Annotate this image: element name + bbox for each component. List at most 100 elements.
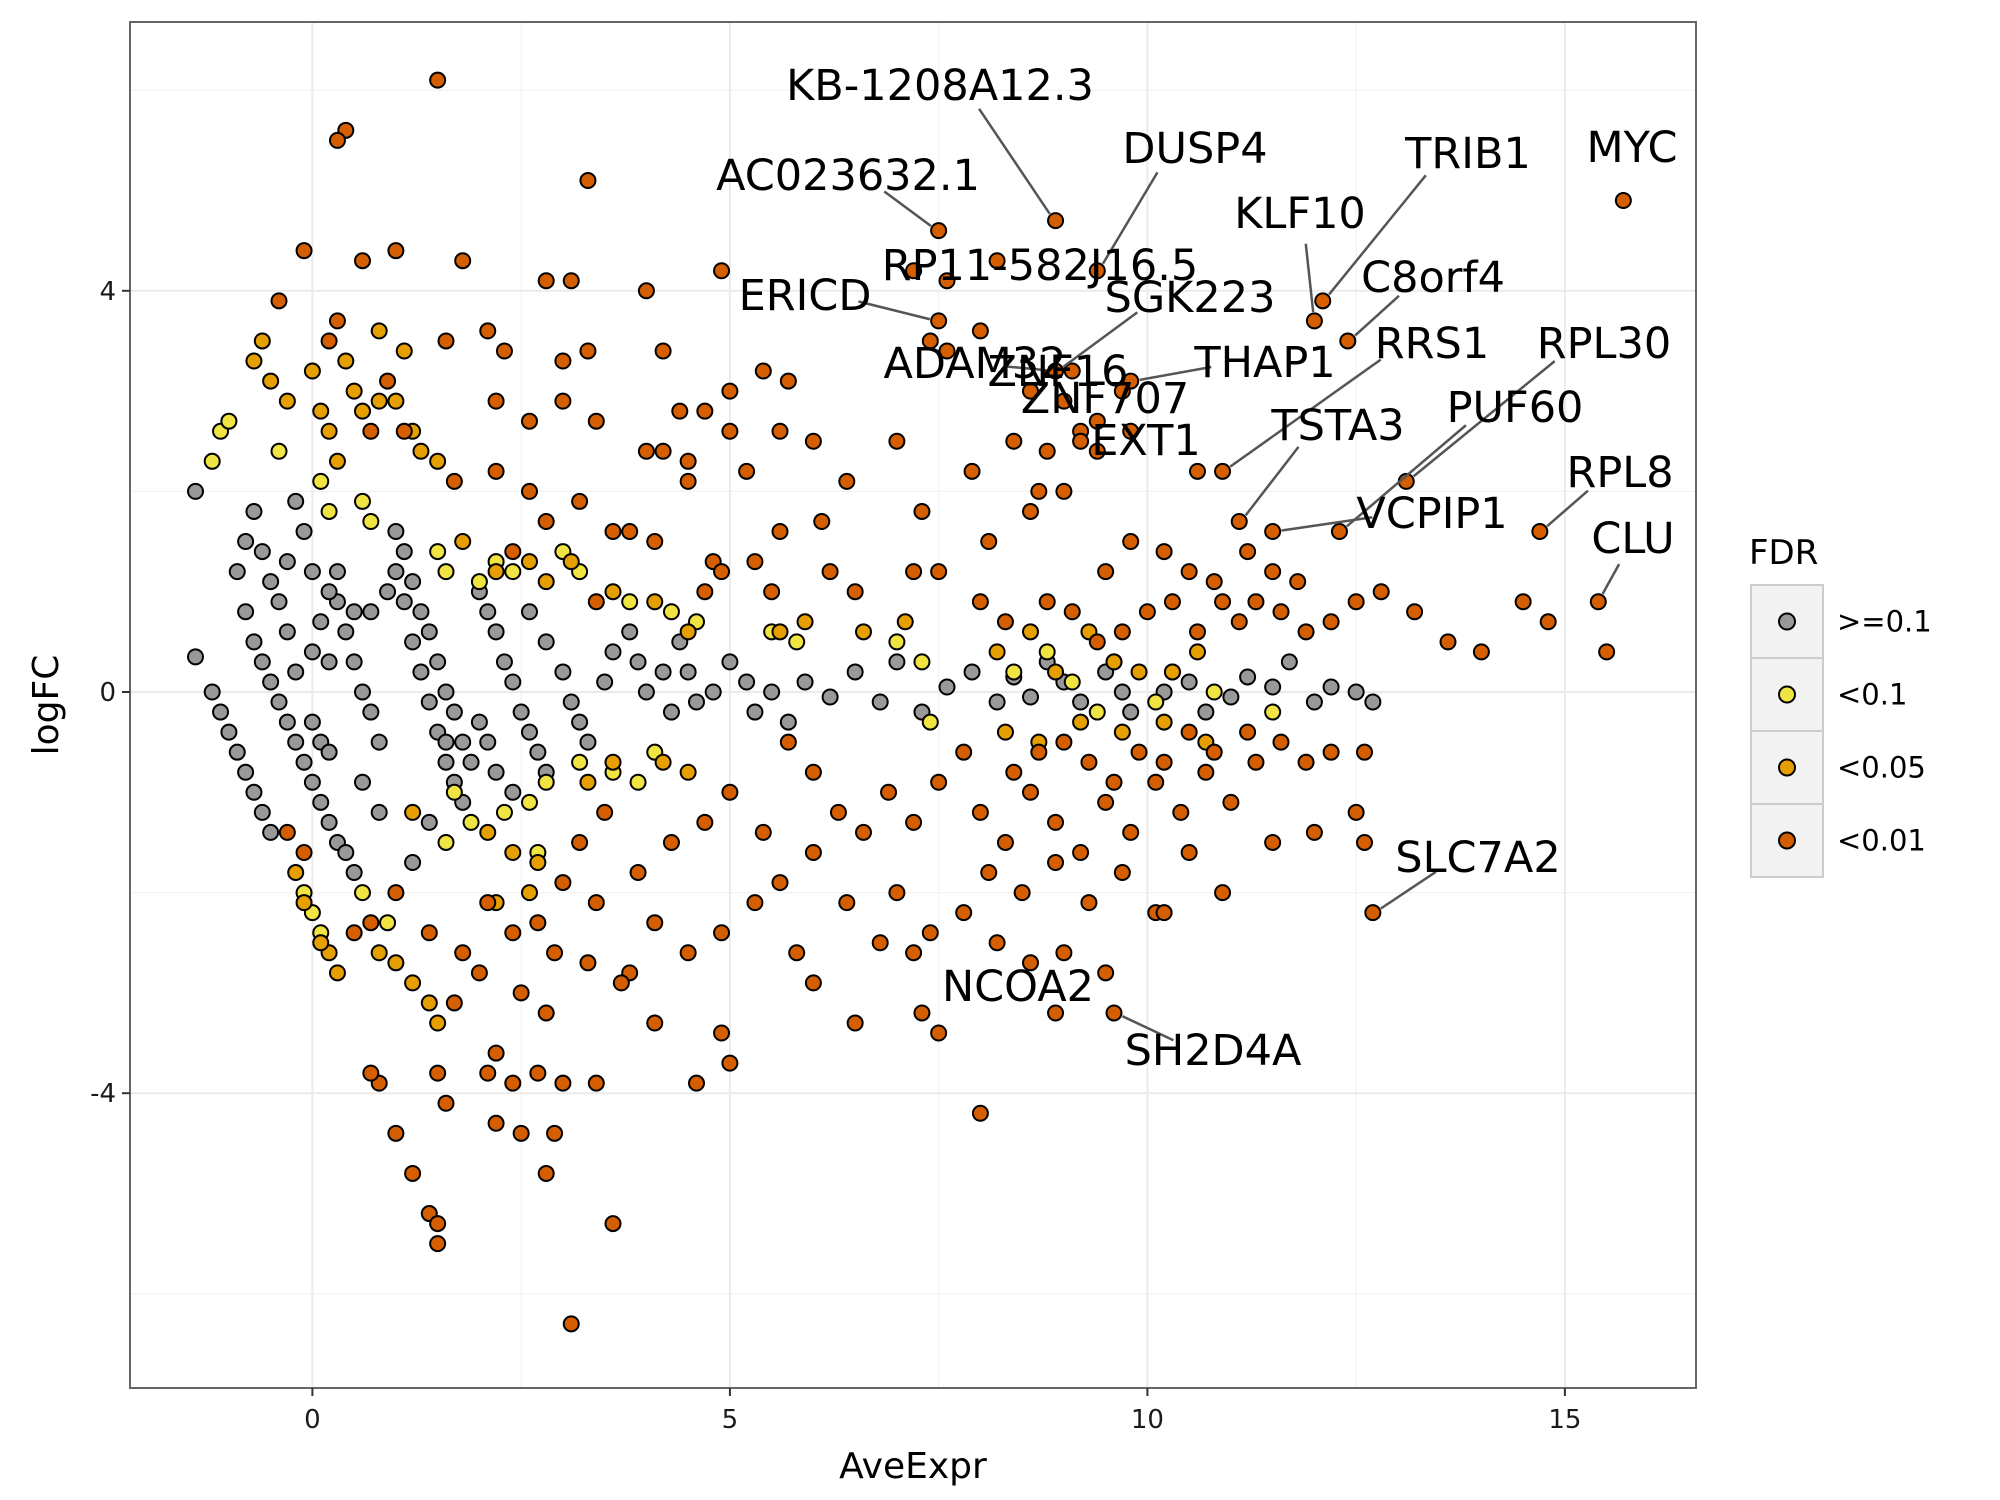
- data-point: [262, 372, 280, 390]
- legend-entry-label: <0.01: [1837, 824, 1926, 858]
- data-point: [1330, 523, 1348, 541]
- data-point: [345, 864, 363, 882]
- data-point: [445, 783, 463, 801]
- data-point: [1314, 292, 1332, 310]
- data-point: [554, 663, 572, 681]
- data-point: [1180, 563, 1198, 581]
- data-point: [537, 1164, 555, 1182]
- data-point: [1105, 1004, 1123, 1022]
- data-point: [337, 352, 355, 370]
- data-point: [988, 252, 1006, 270]
- data-point: [604, 643, 622, 661]
- gene-label: NCOA2: [942, 962, 1094, 1012]
- data-point: [579, 733, 597, 751]
- data-point: [654, 753, 672, 771]
- data-point: [988, 934, 1006, 952]
- data-point: [404, 1164, 422, 1182]
- data-point: [354, 402, 371, 420]
- data-point: [1264, 833, 1282, 851]
- data-point: [1005, 763, 1023, 781]
- label-leader-lines: [858, 108, 1621, 1042]
- data-point: [429, 71, 447, 89]
- data-point: [487, 623, 505, 641]
- data-point: [345, 924, 363, 942]
- data-point: [696, 583, 714, 601]
- data-point: [855, 623, 872, 641]
- data-point: [913, 502, 931, 520]
- data-point: [312, 472, 330, 490]
- leader-line: [1121, 1015, 1174, 1042]
- data-point: [938, 272, 956, 290]
- data-point: [1063, 603, 1081, 621]
- data-point: [1072, 432, 1090, 450]
- data-point: [429, 452, 447, 470]
- data-point: [303, 362, 321, 380]
- data-point: [679, 452, 697, 470]
- data-point: [662, 703, 680, 721]
- data-point: [379, 583, 397, 601]
- leader-line: [1304, 243, 1315, 313]
- data-point: [646, 914, 664, 932]
- data-point: [437, 563, 455, 581]
- data-point: [387, 563, 405, 581]
- data-point: [1272, 733, 1290, 751]
- data-point: [395, 422, 413, 440]
- data-point: [454, 533, 472, 551]
- data-point: [454, 252, 472, 270]
- data-point: [788, 633, 806, 651]
- data-point: [1130, 663, 1148, 681]
- data-point: [404, 854, 422, 872]
- data-point: [404, 803, 422, 821]
- data-point: [821, 688, 839, 706]
- data-point: [546, 1124, 564, 1142]
- data-point: [746, 894, 764, 912]
- data-point: [930, 773, 948, 791]
- data-point: [704, 683, 722, 701]
- data-point: [571, 713, 589, 731]
- data-point: [495, 653, 513, 671]
- legend-key-symbol: [1778, 831, 1796, 850]
- data-point: [487, 462, 505, 480]
- data-point: [679, 663, 697, 681]
- data-point: [721, 422, 739, 440]
- data-point: [1439, 633, 1457, 651]
- data-point: [1214, 884, 1232, 902]
- data-point: [579, 171, 597, 189]
- data-point: [1205, 683, 1223, 701]
- data-point: [1030, 482, 1048, 500]
- data-point: [387, 242, 405, 260]
- data-point: [387, 392, 405, 410]
- data-point: [245, 502, 263, 520]
- data-point: [312, 613, 330, 631]
- data-point: [721, 783, 739, 801]
- y-tick-label: 0: [99, 678, 116, 708]
- gene-label: TSTA3: [1270, 401, 1404, 451]
- data-point: [270, 693, 288, 711]
- data-point: [1230, 613, 1248, 631]
- data-point: [1022, 783, 1039, 801]
- data-point: [746, 553, 764, 571]
- data-point: [495, 342, 513, 360]
- data-point: [429, 1064, 447, 1082]
- data-point: [420, 994, 438, 1012]
- gene-label: DUSP4: [1122, 124, 1267, 174]
- data-point: [596, 673, 614, 691]
- data-point: [362, 1064, 380, 1082]
- data-point: [554, 352, 572, 370]
- data-point: [1247, 593, 1265, 611]
- y-tick-label: 4: [99, 277, 116, 307]
- data-point: [621, 623, 639, 641]
- data-point: [237, 763, 255, 781]
- data-point: [370, 322, 388, 340]
- data-point: [996, 613, 1014, 631]
- data-point: [1122, 422, 1140, 440]
- legend-key-symbol: [1778, 612, 1796, 631]
- data-point: [203, 683, 221, 701]
- data-point: [888, 653, 906, 671]
- data-point: [980, 533, 998, 551]
- data-point: [838, 894, 856, 912]
- data-point: [696, 402, 714, 420]
- data-point: [1272, 603, 1290, 621]
- data-point: [470, 573, 488, 591]
- data-point: [328, 964, 346, 982]
